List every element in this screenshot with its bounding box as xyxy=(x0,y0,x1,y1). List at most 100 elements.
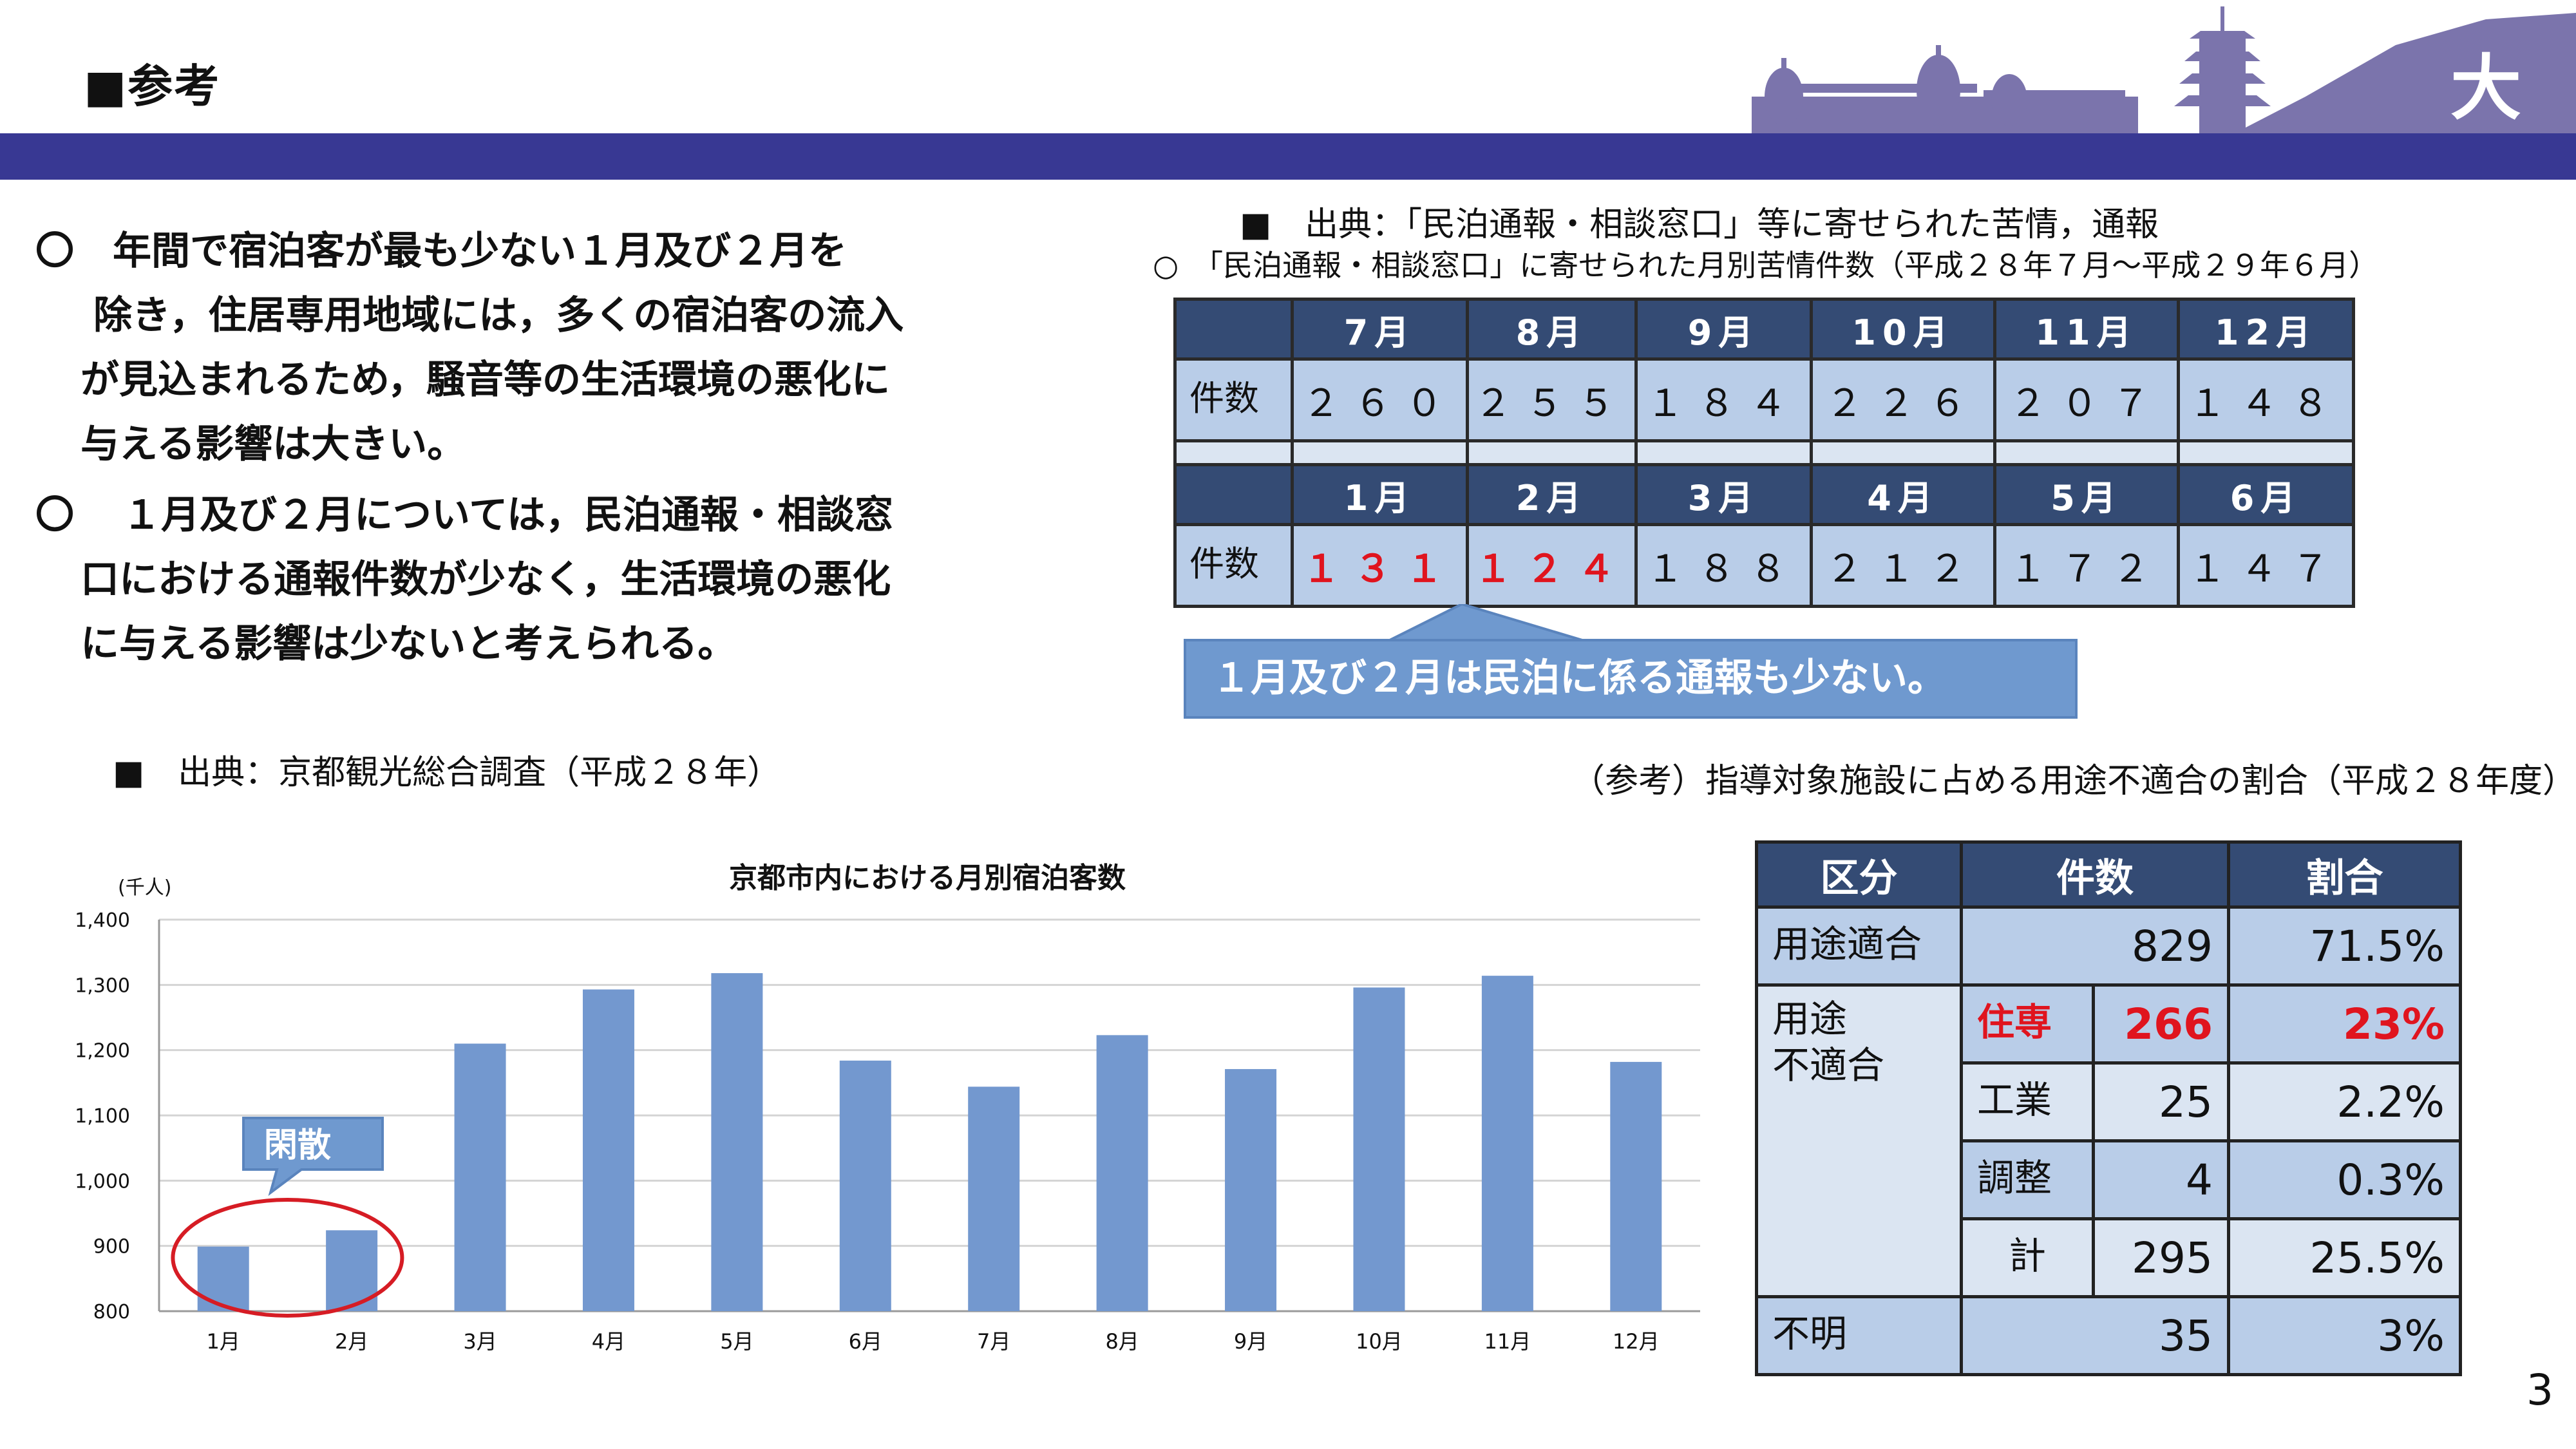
page-title: ■参考 xyxy=(84,60,221,113)
bullet-2-line-2: 口における通報件数が少なく，生活環境の悪化 xyxy=(80,557,891,602)
ratio-table-caption: （参考）指導対象施設に占める用途不適合の割合（平成２８年度） xyxy=(1571,762,2576,800)
x-tick-label: 10月 xyxy=(1356,1329,1403,1354)
month-header: 12月 xyxy=(2177,298,2355,361)
bullet-2-line-3: に与える影響は少ないと考えられる。 xyxy=(80,621,737,667)
bar-10 xyxy=(1353,987,1405,1311)
y-tick-label: 1,300 xyxy=(75,974,130,997)
x-tick-label: 1月 xyxy=(207,1329,240,1354)
bullet-2: 〇 １月及び２月については，民泊通報・相談窓 口における通報件数が少なく，生活環境… xyxy=(35,483,893,676)
month-header: 9月 xyxy=(1634,298,1813,361)
callout-box: １月及び２月は民泊に係る通報も少ない。 xyxy=(1184,639,2078,719)
count-cell: １８４ xyxy=(1634,357,1813,442)
category-label: 用途 不適合 xyxy=(1755,983,1963,1298)
bar-12 xyxy=(1610,1061,1662,1311)
bar-7 xyxy=(968,1086,1020,1311)
bar-1 xyxy=(197,1246,249,1311)
chart-y-axis-label: (千人) xyxy=(118,876,171,899)
pct-cell: 2.2% xyxy=(2227,1061,2462,1142)
x-tick-label: 2月 xyxy=(335,1329,368,1354)
count-cell: 25 xyxy=(2092,1061,2230,1142)
highlight-ellipse xyxy=(171,1198,404,1318)
month-header: 3月 xyxy=(1634,463,1813,526)
table-row: 7月 8月 9月 10月 11月 12月 xyxy=(1173,298,2355,361)
bullet-1-line-3: が見込まれるため，騒音等の生活環境の悪化に xyxy=(80,357,890,402)
y-tick-label: 1,100 xyxy=(75,1105,130,1128)
callout-pointer xyxy=(1385,604,1591,643)
table-row: 不明 35 3% xyxy=(1755,1295,2462,1376)
table-row: 調整 4 0.3% xyxy=(1757,1139,2462,1220)
header-band xyxy=(0,133,2576,180)
month-header: 5月 xyxy=(1993,463,2180,526)
x-tick-label: 9月 xyxy=(1234,1329,1267,1354)
bullet-marker: 〇 xyxy=(35,229,74,274)
bullet-1-line-1: 〇年間で宿泊客が最も少ない１月及び２月を xyxy=(35,229,847,274)
complaints-caption: ○ 「民泊通報・相談窓口」に寄せられた月別苦情件数（平成２８年７月～平成２９年６… xyxy=(1153,248,2379,283)
kyoto-skyline-logo: 大 xyxy=(1752,6,2576,137)
count-cell: １７２ xyxy=(1993,523,2180,608)
bar-5 xyxy=(711,973,763,1311)
bar-3 xyxy=(454,1043,506,1311)
x-tick-label: 3月 xyxy=(463,1329,497,1354)
chart-annotation: 閑散 xyxy=(171,1117,404,1318)
count-cell: 829 xyxy=(1960,905,2230,987)
chart-axis-labels: 800 900 1,000 1,100 1,200 1,300 1,400 1月 2月 3月 4月 5… xyxy=(75,909,1660,1354)
pct-cell: 3% xyxy=(2227,1295,2462,1376)
complaints-source: ■ 出典：「民泊通報・相談窓口」等に寄せられた苦情，通報 xyxy=(1240,205,2159,244)
table-row: 計 295 25.5% xyxy=(1757,1217,2462,1298)
month-header: 1月 xyxy=(1291,463,1469,526)
row-label: 件数 xyxy=(1173,523,1294,608)
count-cell-highlight: １３１ xyxy=(1291,523,1469,608)
x-tick-label: 11月 xyxy=(1484,1329,1531,1354)
ratio-header: 割合 xyxy=(2227,840,2462,909)
y-tick-label: 1,200 xyxy=(75,1040,130,1063)
count-cell: ２６０ xyxy=(1291,357,1469,442)
table-row: 区分 件数 割合 xyxy=(1755,840,2462,909)
month-header: 10月 xyxy=(1810,298,1996,361)
ratio-table: 区分 件数 割合 用途適合 829 71.5% 用途 不適合 住専 266 23%… xyxy=(1755,840,2462,1376)
bar-6 xyxy=(839,1060,891,1311)
count-cell: ２１２ xyxy=(1810,523,1996,608)
month-header: 2月 xyxy=(1466,463,1638,526)
bullet-marker: 〇 xyxy=(35,493,74,538)
table-row: 1月 2月 3月 4月 5月 6月 xyxy=(1173,463,2355,526)
count-cell: ２０７ xyxy=(1993,357,2180,442)
count-cell: 4 xyxy=(2092,1139,2230,1220)
chart-bars xyxy=(197,973,1662,1311)
pct-cell: 71.5% xyxy=(2227,905,2462,987)
bar-8 xyxy=(1096,1035,1148,1311)
monthly-guests-chart: 800 900 1,000 1,100 1,200 1,300 1,400 1月 2月 3月 4月 5… xyxy=(75,862,1700,1354)
count-cell: ２２６ xyxy=(1810,357,1996,442)
city-logo-char: 大 xyxy=(2450,46,2521,129)
month-header: 7月 xyxy=(1291,298,1469,361)
category-label: 不明 xyxy=(1755,1295,1963,1376)
pct-cell: 23% xyxy=(2227,983,2462,1065)
chart-grid xyxy=(158,918,1700,1312)
table-row: 用途 不適合 住専 266 23% xyxy=(1755,983,2462,1298)
count-cell: ２５５ xyxy=(1466,357,1638,442)
table-gap-row xyxy=(1173,439,2355,466)
x-tick-label: 8月 xyxy=(1105,1329,1139,1354)
table-row: 工業 25 2.2% xyxy=(1757,1061,2462,1142)
count-cell: １８８ xyxy=(1634,523,1813,608)
count-cell: 295 xyxy=(2092,1217,2230,1298)
y-tick-label: 1,000 xyxy=(75,1170,130,1193)
sub-category-label: 住専 xyxy=(1960,983,2095,1065)
bar-4 xyxy=(582,989,634,1311)
bullet-1-line-4: 与える影響は大きい。 xyxy=(80,422,466,467)
y-tick-label: 900 xyxy=(93,1236,130,1258)
count-cell-highlight: １２４ xyxy=(1466,523,1638,608)
table-corner-cell xyxy=(1173,298,1294,361)
x-tick-label: 12月 xyxy=(1613,1329,1660,1354)
bullet-1-line-2: 除き，住居専用地域には，多くの宿泊客の流入 xyxy=(93,293,904,338)
y-tick-label: 800 xyxy=(93,1301,130,1323)
month-header: 11月 xyxy=(1993,298,2180,361)
x-tick-label: 6月 xyxy=(849,1329,882,1354)
x-tick-label: 4月 xyxy=(592,1329,625,1354)
chart-title: 京都市内における月別宿泊客数 xyxy=(729,862,1126,895)
ratio-header: 件数 xyxy=(1960,840,2230,909)
bar-9 xyxy=(1225,1069,1277,1311)
count-cell: １４７ xyxy=(2177,523,2355,608)
chart-source: ■ 出典：京都観光総合調査（平成２８年） xyxy=(113,753,781,792)
page-number: 3 xyxy=(2526,1365,2553,1415)
table-row: 件数 ２６０ ２５５ １８４ ２２６ ２０７ １４８ xyxy=(1173,357,2355,442)
